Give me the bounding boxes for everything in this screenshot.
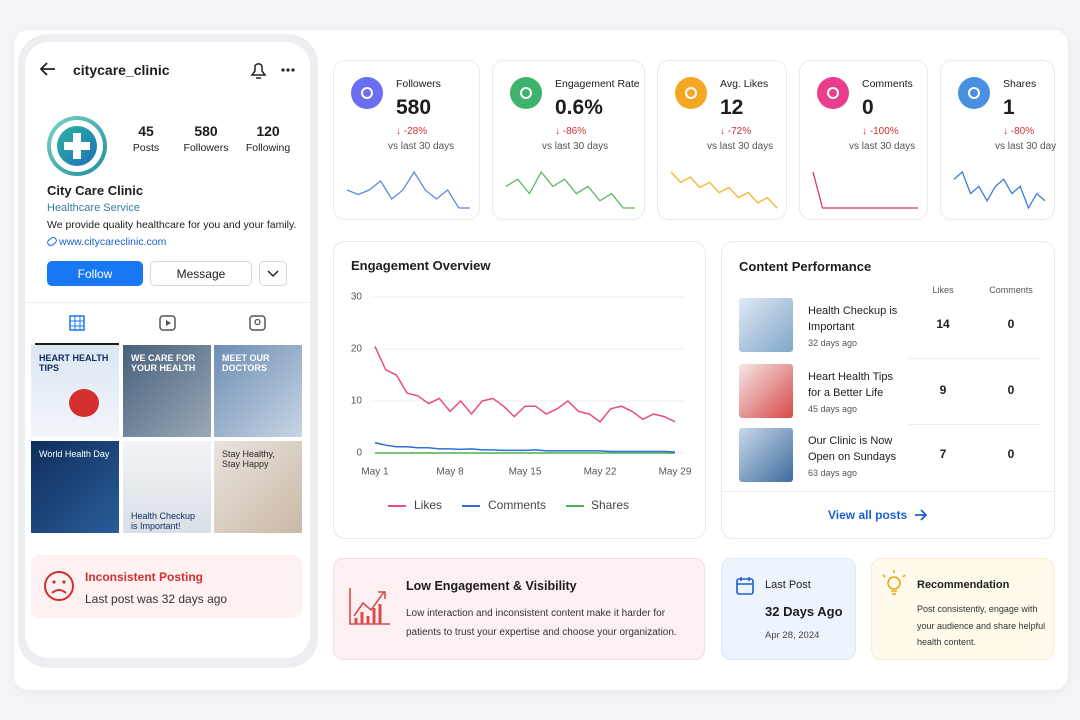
recommendation-title: Recommendation xyxy=(917,579,1010,591)
post-text: WE CARE FOR YOUR HEALTH xyxy=(131,353,196,374)
metric-note: vs last 30 days xyxy=(388,141,455,152)
alert-card xyxy=(31,555,302,618)
post-thumbnail[interactable] xyxy=(739,428,793,482)
profile-bio: We provide quality healthcare for you an… xyxy=(47,219,297,231)
metric-note: vs last 30 days xyxy=(995,141,1056,152)
stat-value: 580 xyxy=(194,123,218,139)
post-thumbnail[interactable] xyxy=(739,364,793,418)
divider xyxy=(25,302,310,303)
profile-category: Healthcare Service xyxy=(47,202,140,214)
metric-value: 0 xyxy=(862,96,874,119)
issue-title: Low Engagement & Visibility xyxy=(406,579,577,593)
metric-change: ↓ -28% xyxy=(396,126,428,137)
metric-label: Shares xyxy=(1003,78,1037,90)
alert-title: Inconsistent Posting xyxy=(85,570,204,584)
post-tile[interactable]: MEET OUR DOCTORS xyxy=(214,345,302,437)
post-tile[interactable]: Stay Healthy, Stay Happy xyxy=(214,441,302,533)
divider xyxy=(721,491,1054,492)
column-header: Comments xyxy=(989,285,1033,295)
last-post-date: Apr 28, 2024 xyxy=(765,630,820,641)
post-tile[interactable]: World Health Day xyxy=(31,441,119,533)
alert-text: Last post was 32 days ago xyxy=(85,592,228,606)
post-text: Stay Healthy, Stay Happy xyxy=(222,449,275,470)
metric-label: Avg. Likes xyxy=(720,78,769,90)
active-tab xyxy=(35,343,119,345)
post-likes: 7 xyxy=(939,447,947,461)
stat-value: 120 xyxy=(256,123,280,139)
metric-change: ↓ -72% xyxy=(720,126,752,137)
metric-change: ↓ -100% xyxy=(862,126,899,137)
metric-label: Engagement Rate xyxy=(555,78,640,90)
metric-value: 0.6% xyxy=(555,96,603,119)
post-tile[interactable]: HEART HEALTH TIPS xyxy=(31,345,119,437)
follow-button[interactable]: Follow xyxy=(47,261,143,286)
post-tile[interactable]: Health Checkup is Important! xyxy=(123,441,211,533)
column-header: Likes xyxy=(932,285,954,295)
profile-link[interactable]: www.citycareclinic.com xyxy=(59,236,167,248)
post-text: Health Checkup is Important! xyxy=(131,511,196,532)
content-title: Content Performance xyxy=(739,259,872,274)
post-title: Heart Health Tips for a Better Life xyxy=(808,371,893,399)
metric-value: 1 xyxy=(1003,96,1015,119)
username: citycare_clinic xyxy=(73,62,170,78)
metric-label: Comments xyxy=(862,78,913,90)
metric-note: vs last 30 days xyxy=(542,141,609,152)
post-thumbnail[interactable] xyxy=(739,298,793,352)
metric-note: vs last 30 days xyxy=(707,141,774,152)
stat-label: Following xyxy=(245,142,291,154)
post-comments: 0 xyxy=(1007,317,1015,331)
post-comments: 0 xyxy=(1007,447,1015,461)
last-post-card xyxy=(721,558,856,660)
metric-label: Followers xyxy=(396,78,441,90)
message-button[interactable]: Message xyxy=(150,261,252,286)
more-button[interactable] xyxy=(259,261,287,286)
profile-name: City Care Clinic xyxy=(47,183,144,198)
stat-label: Followers xyxy=(183,142,229,154)
post-image xyxy=(69,389,99,417)
post-tile[interactable]: WE CARE FOR YOUR HEALTH xyxy=(123,345,211,437)
post-text: MEET OUR DOCTORS xyxy=(222,353,270,374)
last-post-value: 32 Days Ago xyxy=(765,604,843,619)
metric-note: vs last 30 days xyxy=(849,141,916,152)
metric-change: ↓ -80% xyxy=(1003,126,1035,137)
post-age: 32 days ago xyxy=(808,338,858,348)
post-age: 45 days ago xyxy=(808,404,858,414)
post-comments: 0 xyxy=(1007,383,1015,397)
metric-card xyxy=(940,60,1055,220)
post-title: Health Checkup is Important xyxy=(808,305,898,333)
post-text: World Health Day xyxy=(39,449,110,459)
link-icon xyxy=(45,235,59,248)
phone-screen: citycare_clinic City Care Clinic Healthc… xyxy=(25,42,310,658)
divider xyxy=(908,358,1040,359)
metric-change: ↓ -86% xyxy=(555,126,587,137)
post-age: 63 days ago xyxy=(808,468,858,478)
last-post-label: Last Post xyxy=(765,579,811,591)
chart-title: Engagement Overview xyxy=(351,258,491,273)
stat-value: 45 xyxy=(138,123,154,139)
engagement-card xyxy=(333,241,706,539)
stat-label: Posts xyxy=(132,142,160,154)
view-all-link[interactable]: View all posts xyxy=(828,508,908,522)
post-likes: 9 xyxy=(939,383,947,397)
avatar-cross xyxy=(64,142,90,150)
metric-value: 12 xyxy=(720,96,744,119)
issue-card xyxy=(333,558,705,660)
post-text: HEART HEALTH TIPS xyxy=(39,353,109,374)
divider xyxy=(908,424,1040,425)
recommendation-text: Post consistently, engage with your audi… xyxy=(917,604,1046,647)
post-title: Our Clinic is Now Open on Sundays xyxy=(808,435,897,463)
post-likes: 14 xyxy=(936,317,950,331)
metric-value: 580 xyxy=(396,96,432,119)
issue-text: Low interaction and inconsistent content… xyxy=(406,608,677,638)
